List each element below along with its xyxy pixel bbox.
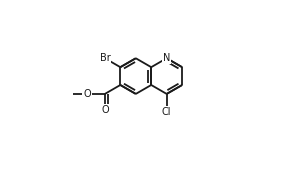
Text: O: O (83, 89, 91, 99)
Text: N: N (163, 53, 170, 63)
Text: Cl: Cl (162, 107, 171, 117)
Text: O: O (101, 105, 109, 115)
Text: Br: Br (100, 53, 110, 63)
